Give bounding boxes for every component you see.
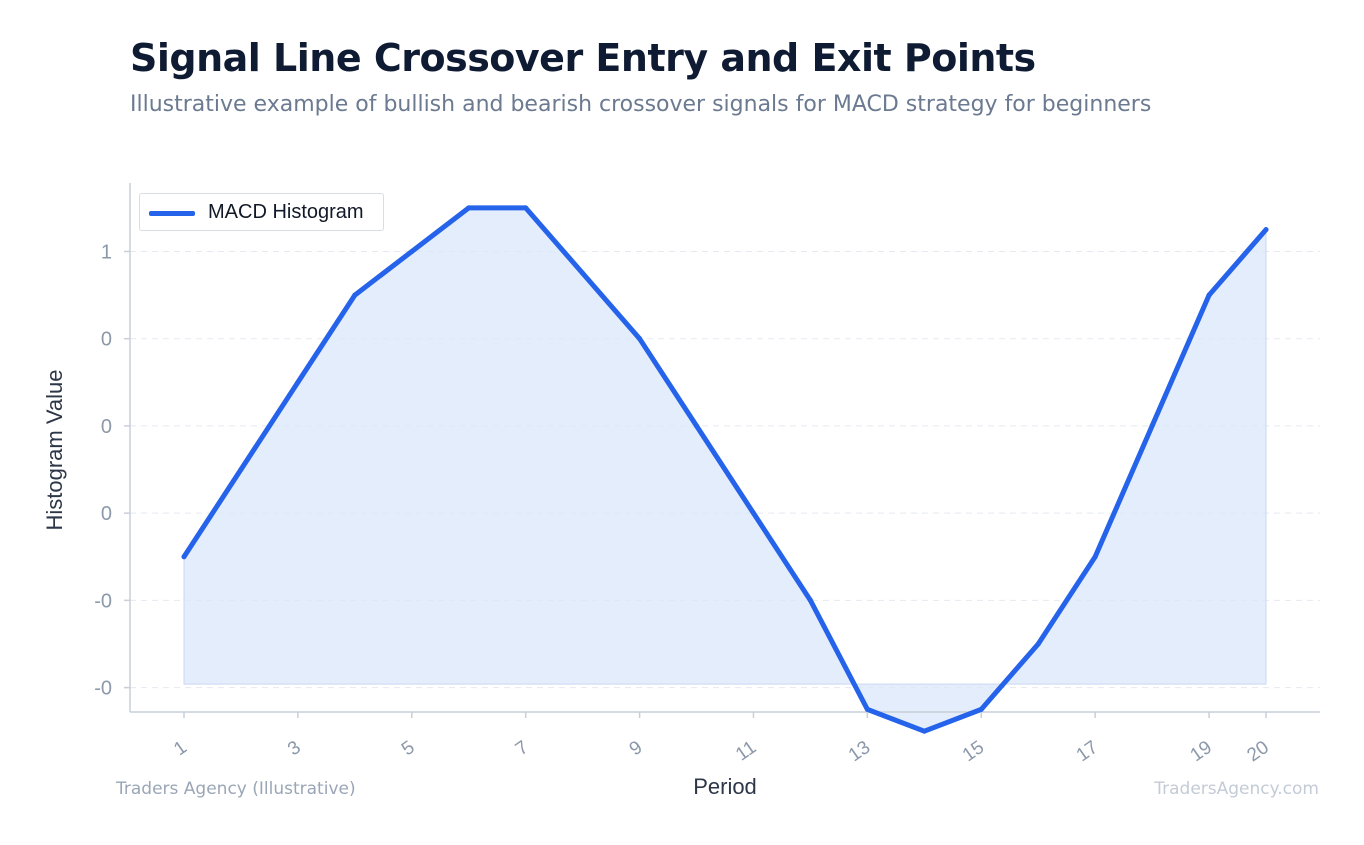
chart-subtitle: Illustrative example of bullish and bear… (130, 92, 1152, 117)
data-point (352, 292, 358, 298)
legend-swatch-macd-histogram (149, 211, 195, 216)
x-tick-label: 13 (845, 737, 874, 766)
y-tick-label: 0 (101, 416, 112, 438)
x-tick-label: 1 (170, 737, 191, 760)
data-point (1092, 554, 1098, 560)
series-line-layer (181, 205, 1269, 734)
data-point (694, 423, 700, 429)
data-point (1206, 292, 1212, 298)
legend-label-macd-histogram: MACD Histogram (208, 201, 364, 223)
data-point (921, 728, 927, 734)
data-point (295, 379, 301, 385)
data-point (523, 205, 529, 211)
data-point (181, 554, 187, 560)
data-point (238, 467, 244, 473)
footer-watermark: TradersAgency.com (1154, 779, 1319, 799)
data-point (807, 597, 813, 603)
y-tick-label: 0 (101, 503, 112, 525)
legend: MACD Histogram (139, 193, 384, 231)
x-tick-label: 19 (1187, 737, 1216, 766)
data-point (409, 248, 415, 254)
data-point (466, 205, 472, 211)
data-point (864, 706, 870, 712)
data-point (580, 270, 586, 276)
x-tick-label: 9 (626, 737, 647, 760)
series-line-macd-histogram (181, 205, 1269, 734)
x-tick-label: 5 (398, 737, 419, 760)
data-point (1149, 423, 1155, 429)
data-point (1035, 641, 1041, 647)
chart-title: Signal Line Crossover Entry and Exit Poi… (130, 36, 1036, 80)
data-point (1263, 227, 1269, 233)
y-axis-title: Histogram Value (42, 370, 67, 531)
axes (129, 183, 1320, 713)
y-tick-labels: 1 0 0 0 -0 -0 (94, 241, 130, 700)
y-tick-label: -0 (94, 678, 112, 700)
x-axis-title: Period (693, 774, 757, 799)
data-point (978, 706, 984, 712)
x-tick-label: 11 (732, 737, 760, 766)
y-tick-label: 1 (101, 241, 112, 263)
x-tick-label: 7 (512, 737, 533, 760)
y-tick-label: -0 (94, 590, 112, 612)
x-tick-label: 17 (1073, 737, 1102, 766)
footer-credit: Traders Agency (Illustrative) (116, 779, 356, 799)
x-tick-label: 20 (1244, 737, 1273, 766)
x-tick-labels: 1 3 5 7 9 11 13 15 17 19 20 (170, 712, 1273, 766)
x-tick-label: 3 (284, 737, 305, 760)
data-point (750, 510, 756, 516)
x-tick-label: 15 (959, 737, 988, 766)
y-tick-label: 0 (101, 329, 112, 351)
data-point (637, 336, 643, 342)
